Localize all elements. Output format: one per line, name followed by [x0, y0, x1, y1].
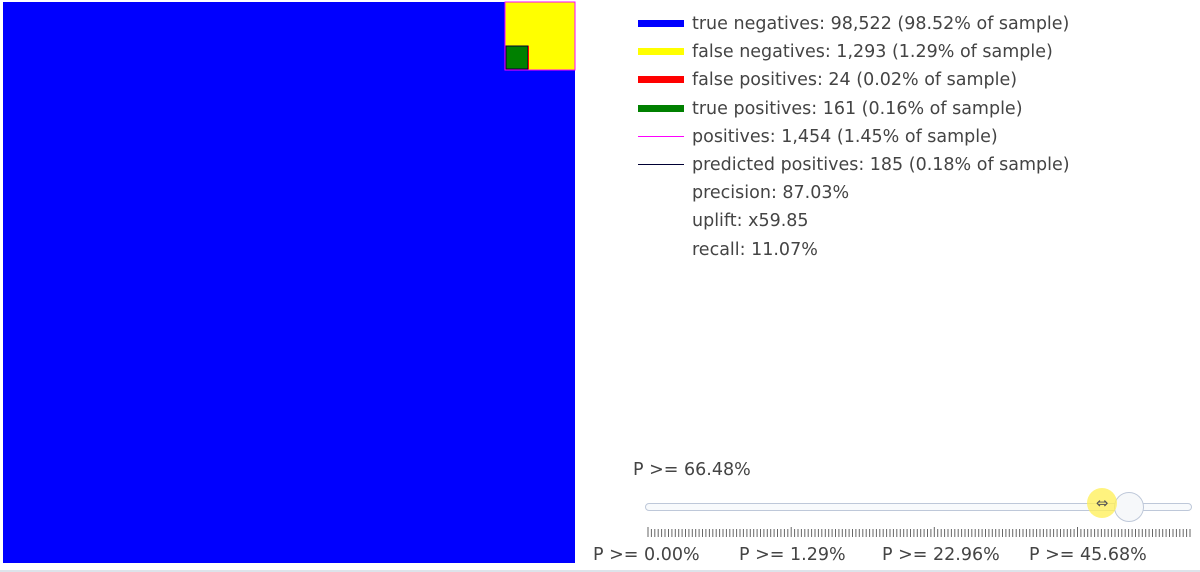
slider-step-label[interactable]: P >= 1.29% [739, 545, 846, 565]
legend-swatch [638, 104, 684, 112]
slider-step-label[interactable]: P >= 45.68% [1029, 545, 1147, 565]
true-positives-area [505, 45, 529, 70]
bottom-divider [0, 570, 1200, 572]
legend-label: false positives: 24 (0.02% of sample) [692, 70, 1018, 91]
legend-swatch [638, 48, 684, 56]
confusion-treemap [3, 1, 576, 563]
slider-handle[interactable] [1114, 492, 1144, 522]
recall-text: recall: 11.07% [692, 239, 818, 260]
false-positives-area [528, 46, 529, 69]
slider-rail[interactable] [645, 503, 1192, 511]
slider-current-value: P >= 66.48% [633, 460, 751, 480]
legend-label: false negatives: 1,293 (1.29% of sample) [692, 42, 1053, 63]
legend-label: true negatives: 98,522 (98.52% of sample… [692, 14, 1070, 34]
cursor-highlight [1087, 488, 1117, 518]
slider-step-label[interactable]: P >= 0.00% [593, 545, 700, 565]
legend-label: predicted positives: 185 (0.18% of sampl… [692, 154, 1070, 175]
true-negatives-area [3, 2, 575, 563]
legend-label: true positives: 161 (0.16% of sample) [692, 98, 1023, 119]
legend-swatch [638, 76, 684, 84]
slider-step-label[interactable]: P >= 22.96% [882, 545, 1000, 565]
legend-swatch [638, 163, 684, 166]
precision-text: precision: 87.03% [692, 183, 850, 204]
slider-ticks[interactable] [640, 525, 1195, 541]
legend-label: positives: 1,454 (1.45% of sample) [692, 126, 998, 147]
uplift-text: uplift: x59.85 [692, 211, 809, 232]
positives-outline [504, 1, 576, 71]
legend-swatch [638, 20, 684, 27]
resize-cursor-icon: ⇔ [1095, 494, 1109, 512]
legend-swatch [638, 135, 684, 138]
